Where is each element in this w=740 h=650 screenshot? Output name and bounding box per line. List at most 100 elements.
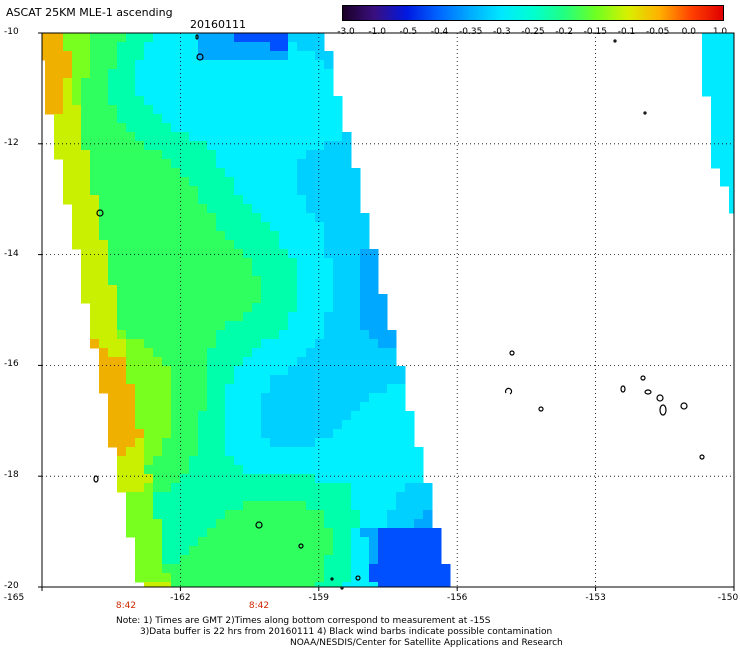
swath-cell: [225, 258, 235, 268]
swath-cell: [108, 222, 118, 232]
island-outlines: [93, 34, 705, 590]
swath-cell: [315, 195, 325, 205]
swath-cell: [189, 150, 199, 160]
swath-cell: [135, 186, 145, 196]
swath-cell: [90, 240, 100, 250]
swath-cell: [378, 303, 388, 313]
swath-cell: [126, 366, 136, 376]
swath-cell: [342, 384, 352, 394]
swath-cell: [270, 267, 280, 277]
swath-cell: [333, 168, 343, 178]
swath-cell: [261, 222, 271, 232]
swath-cell: [333, 249, 343, 259]
swath-cell: [396, 384, 406, 394]
swath-cell: [369, 303, 379, 313]
swath-cell: [234, 222, 244, 232]
swath-cell: [396, 465, 406, 475]
swath-cell: [225, 429, 235, 439]
swath-cell: [306, 204, 316, 214]
swath-cell: [378, 501, 388, 511]
swath-cell: [81, 204, 91, 214]
swath-cell: [162, 249, 172, 259]
swath-cell: [225, 402, 235, 412]
colorbar-tick-label: -0.25: [521, 27, 545, 37]
swath-cell: [207, 429, 217, 439]
swath-cell: [99, 168, 109, 178]
swath-cell: [207, 87, 217, 97]
swath-cell: [234, 402, 244, 412]
swath-cell: [126, 42, 136, 52]
swath-cell: [216, 501, 226, 511]
swath-cell: [333, 438, 343, 448]
swath-cell: [315, 537, 325, 547]
swath-cell: [171, 384, 181, 394]
swath-cell: [297, 249, 307, 259]
swath-cell: [108, 60, 118, 70]
swath-cell: [117, 60, 127, 70]
swath-cell: [288, 231, 298, 241]
swath-cell: [126, 168, 136, 178]
swath-cell: [351, 411, 361, 421]
swath-cell: [342, 195, 352, 205]
swath-cell: [279, 87, 289, 97]
swath-cell: [261, 159, 271, 169]
swath-cell: [333, 456, 343, 466]
swath-cell: [243, 159, 253, 169]
swath-cell: [243, 465, 253, 475]
swath-cell: [324, 177, 334, 187]
swath-cell: [198, 429, 208, 439]
swath-cell: [189, 69, 199, 79]
island-outline: [509, 350, 515, 356]
swath-cell: [180, 276, 190, 286]
swath-cell: [207, 150, 217, 160]
swath-cell: [315, 42, 325, 52]
swath-cell: [360, 357, 370, 367]
swath-cell: [135, 519, 145, 529]
colorbar: [342, 5, 724, 21]
swath-cell: [162, 501, 172, 511]
swath-cell: [306, 528, 316, 538]
swath-cell: [324, 546, 334, 556]
swath-cell: [180, 384, 190, 394]
swath-cell: [108, 141, 118, 151]
swath-cell: [261, 375, 271, 385]
swath-cell: [279, 528, 289, 538]
swath-cell: [378, 438, 388, 448]
swath-cell: [135, 339, 145, 349]
swath-cell: [315, 519, 325, 529]
swath-cell: [135, 492, 145, 502]
swath-cell: [342, 339, 352, 349]
swath-cell: [279, 222, 289, 232]
swath-cell: [360, 222, 370, 232]
swath-cell: [288, 465, 298, 475]
swath-cell: [207, 447, 217, 457]
swath-cell: [108, 186, 118, 196]
swath-cell: [90, 51, 100, 61]
swath-cell: [306, 582, 316, 588]
swath-cell: [369, 384, 379, 394]
swath-cell: [324, 321, 334, 331]
swath-cell: [117, 267, 127, 277]
swath-cell: [216, 546, 226, 556]
swath-cell: [135, 105, 145, 115]
note-line-2: 3)Data buffer is 22 hrs from 20160111 4)…: [140, 627, 553, 637]
swath-cell: [306, 222, 316, 232]
swath-cell: [360, 366, 370, 376]
swath-cell: [279, 69, 289, 79]
swath-cell: [369, 267, 379, 277]
swath-cell: [207, 69, 217, 79]
swath-cell: [297, 420, 307, 430]
swath-cell: [261, 573, 271, 583]
swath-cell: [135, 285, 145, 295]
swath-cell: [153, 195, 163, 205]
swath-cell: [189, 447, 199, 457]
swath-cell: [216, 330, 226, 340]
swath-cell: [297, 348, 307, 358]
swath-cell: [324, 51, 334, 61]
swath-cell: [288, 105, 298, 115]
swath-cell: [720, 78, 730, 88]
swath-cell: [90, 96, 100, 106]
swath-cell: [189, 339, 199, 349]
map-frame: [41, 32, 735, 588]
swath-cell: [171, 177, 181, 187]
